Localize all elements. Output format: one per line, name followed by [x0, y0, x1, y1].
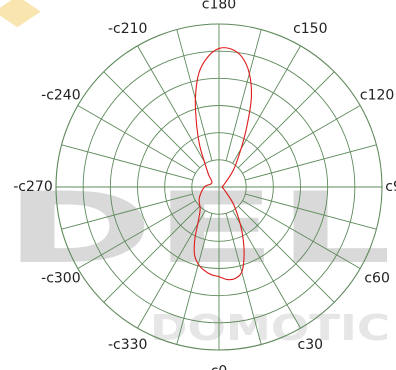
series-layer [193, 47, 252, 281]
grid-spoke [137, 45, 206, 164]
grid-spoke [225, 213, 262, 345]
angle-label-300: -c300 [41, 270, 80, 286]
angle-label-150: c150 [293, 21, 327, 37]
grid-spoke [232, 210, 301, 329]
angle-label-60: c60 [364, 270, 390, 286]
angle-label-90: c90 [385, 179, 396, 195]
angle-label-270: -c270 [13, 179, 52, 195]
grid-spoke [61, 193, 193, 230]
angle-label-240: -c240 [41, 88, 80, 104]
polar-grid [55, 23, 383, 351]
grid-spoke [232, 45, 301, 164]
grid-spoke [242, 200, 361, 269]
series-line [193, 47, 252, 281]
grid-spoke [237, 71, 335, 169]
grid-spoke [137, 210, 206, 329]
grid-spoke [245, 193, 377, 230]
angle-label-180: c180 [202, 0, 236, 12]
grid-spoke [237, 205, 335, 303]
grid-spoke [242, 105, 361, 174]
watermark-logo-shape [0, 0, 41, 28]
angle-label-30: c30 [298, 337, 324, 353]
grid-spoke [176, 29, 213, 161]
angle-label-0: c0 [211, 364, 228, 370]
grid-spoke [77, 105, 196, 174]
grid-spoke [103, 71, 201, 169]
watermark: DEL DOMOTIC [0, 0, 392, 349]
grid-spoke [103, 205, 201, 303]
grid-spoke [245, 144, 377, 181]
grid-spoke [61, 144, 193, 181]
angle-labels: c180 c150 c120 c90 c60 c30 c0 -c330 -c300 -c270 -c… [13, 0, 396, 370]
angle-label-330: -c330 [108, 337, 147, 353]
grid-spoke [77, 200, 196, 269]
angle-label-120: c120 [360, 88, 394, 104]
watermark-subtext: DOMOTIC [150, 308, 390, 349]
angle-label-210: -c210 [108, 21, 147, 37]
grid-spoke [176, 213, 213, 345]
grid-spoke [225, 29, 262, 161]
